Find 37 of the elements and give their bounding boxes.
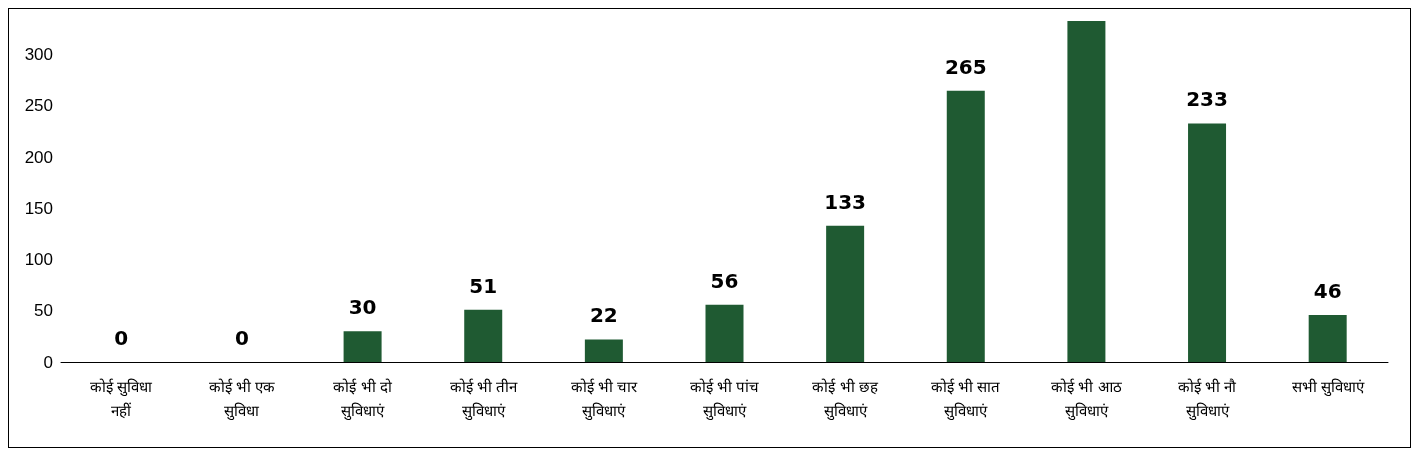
y-tick-label: 250: [24, 96, 53, 116]
bar: [946, 90, 985, 362]
x-tick-label: कोई भी एक सुविधा: [208, 377, 276, 421]
data-label: 233: [1186, 87, 1228, 112]
data-label: 22: [589, 303, 618, 328]
y-tick-label: 50: [34, 301, 53, 321]
bar: [464, 309, 503, 362]
x-tick-label: कोई भी सात सुविधाएं: [931, 377, 1001, 421]
y-tick-label: 300: [24, 45, 53, 65]
x-tick-label: कोई भी तीन सुविधाएं: [449, 377, 518, 421]
data-label: 30: [348, 295, 377, 320]
bar: [1067, 21, 1106, 362]
y-tick-label: 200: [24, 147, 53, 167]
bar: [826, 225, 865, 362]
y-tick-label: 100: [24, 250, 53, 270]
data-label: 265: [944, 54, 987, 79]
bar: [1308, 314, 1347, 362]
y-tick-label: 0: [43, 352, 53, 372]
x-tick-label: कोई भी दो सुविधाएं: [333, 377, 393, 421]
data-label: 56: [710, 268, 739, 293]
bar: [584, 339, 623, 362]
x-tick-label: कोई सुविधा नहीं: [90, 377, 154, 419]
bar: [1188, 123, 1227, 362]
x-tick-label: कोई भी नौ सुविधाएं: [1177, 377, 1238, 421]
x-tick-label: कोई भी छह सुविधाएं: [812, 377, 879, 421]
data-label: 0: [114, 326, 129, 350]
bar: [343, 331, 382, 362]
y-tick-label: 150: [24, 198, 53, 218]
data-label: 46: [1313, 278, 1342, 303]
x-tick-label: कोई भी पांच सुविधाएं: [689, 377, 760, 421]
data-label: 133: [824, 189, 867, 214]
data-label: 51: [469, 273, 498, 298]
x-tick-label: कोई भी चार सुविधाएं: [570, 377, 639, 421]
x-tick-label: कोई भी आठ सुविधाएं: [1051, 377, 1122, 421]
x-tick-label: सभी सुविधाएं: [1291, 377, 1365, 397]
data-label: 0: [234, 326, 249, 350]
bar: [705, 304, 744, 362]
